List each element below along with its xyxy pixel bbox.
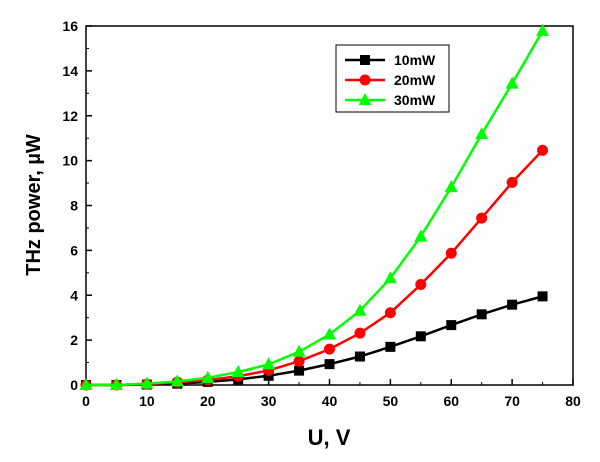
data-point-10mW xyxy=(354,351,365,362)
y-tick-label: 14 xyxy=(62,63,78,79)
y-tick-label: 8 xyxy=(70,198,78,214)
data-point-10mW xyxy=(446,320,457,331)
series-line-20mW xyxy=(86,149,544,387)
y-tick-label: 12 xyxy=(62,108,78,124)
data-point-30mW xyxy=(475,127,489,140)
data-point-20mW xyxy=(537,144,549,156)
y-tick-label: 10 xyxy=(62,153,78,169)
x-tick-label: 0 xyxy=(82,393,90,409)
data-point-20mW xyxy=(354,327,366,339)
legend-label: 20mW xyxy=(394,72,436,88)
x-tick-label: 10 xyxy=(139,393,155,409)
data-point-30mW xyxy=(109,378,123,390)
data-point-30mW xyxy=(536,23,550,36)
data-point-30mW xyxy=(292,344,306,357)
data-point-30mW xyxy=(505,76,519,89)
data-point-30mW xyxy=(170,374,184,387)
y-tick-label: 0 xyxy=(70,377,78,393)
x-tick-label: 50 xyxy=(383,393,399,409)
data-point-30mW xyxy=(414,229,428,242)
data-point-30mW xyxy=(231,364,245,377)
data-point-20mW xyxy=(476,212,488,224)
x-tick-label: 70 xyxy=(504,393,520,409)
data-point-20mW xyxy=(293,355,305,367)
data-point-20mW xyxy=(445,247,457,259)
data-point-30mW xyxy=(444,180,458,193)
data-point-20mW xyxy=(324,343,335,355)
data-point-10mW xyxy=(294,365,305,376)
series-line-30mW xyxy=(86,30,544,387)
y-tick-label: 6 xyxy=(70,242,78,258)
data-point-30mW xyxy=(201,370,215,383)
legend-item-30mW: 30mW xyxy=(345,92,436,108)
data-point-20mW xyxy=(384,307,396,319)
legend-item-20mW: 20mW xyxy=(345,72,436,88)
data-point-30mW xyxy=(353,303,367,316)
data-point-30mW xyxy=(262,357,276,370)
y-tick-label: 16 xyxy=(62,18,78,34)
x-tick-label: 80 xyxy=(565,393,581,409)
series-line-10mW xyxy=(86,295,543,387)
axis-tick-labels: 0 10 20 30 40 50 60 70 80 0 2 4 6 8 10 12 14 16 xyxy=(62,18,581,409)
data-point-10mW xyxy=(324,359,335,370)
series-10mW xyxy=(81,291,548,390)
data-point-10mW xyxy=(385,341,396,352)
legend-label: 30mW xyxy=(394,92,436,108)
legend-label: 10mW xyxy=(394,52,436,68)
data-point-10mW xyxy=(476,309,487,320)
data-point-10mW xyxy=(537,291,548,302)
x-tick-label: 60 xyxy=(443,393,459,409)
series-layer xyxy=(79,23,550,391)
data-point-20mW xyxy=(506,176,518,188)
legend-marker xyxy=(360,55,370,65)
legend-marker xyxy=(358,93,372,105)
data-point-30mW xyxy=(383,271,397,284)
series-30mW xyxy=(79,23,550,390)
y-tick-label: 4 xyxy=(70,287,78,303)
legend-item-10mW: 10mW xyxy=(345,52,436,68)
y-axis-title: THz power, µW xyxy=(23,134,45,276)
series-20mW xyxy=(80,144,549,391)
data-point-10mW xyxy=(415,331,426,342)
data-point-30mW xyxy=(140,376,154,389)
legend: 10mW 20mW 30mW xyxy=(335,44,450,113)
y-tick-label: 2 xyxy=(70,332,78,348)
legend-items: 10mW 20mW 30mW xyxy=(345,52,436,108)
x-axis-title: U, V xyxy=(308,425,351,450)
legend-marker xyxy=(359,74,371,86)
x-tick-label: 40 xyxy=(322,393,338,409)
data-point-30mW xyxy=(323,327,336,340)
x-tick-label: 30 xyxy=(261,393,277,409)
x-tick-label: 20 xyxy=(200,393,216,409)
data-point-30mW xyxy=(79,378,93,390)
data-point-10mW xyxy=(507,299,518,310)
data-point-20mW xyxy=(415,278,427,290)
